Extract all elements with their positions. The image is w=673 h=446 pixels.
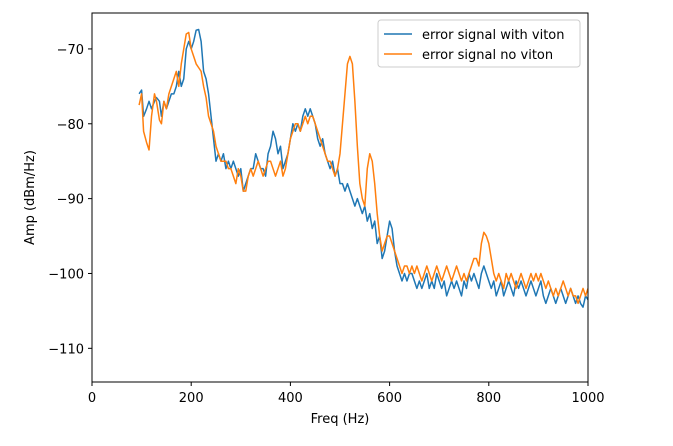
legend: error signal with viton error signal no v… [377,19,581,68]
y-tick-label: −70 [57,43,84,58]
y-tick-label: −100 [48,267,84,282]
series-line-2 [138,31,588,305]
x-tick-label: 800 [476,391,501,406]
y-tick-label: −90 [57,193,84,208]
x-tick-label: 600 [377,391,402,406]
x-tick-label: 1000 [571,391,604,406]
x-axis-ticks: 0 200 400 600 800 1000 [88,382,605,406]
plot-area [91,12,589,383]
series-line-1 [138,28,588,308]
x-tick-label: 200 [179,391,204,406]
y-tick-label: −80 [57,118,84,133]
legend-entry-2: error signal no viton [422,48,553,63]
x-tick-label: 400 [278,391,303,406]
legend-box [377,19,581,68]
y-tick-label: −110 [48,342,84,357]
x-tick-label: 0 [88,391,96,406]
x-axis-label: Freq (Hz) [311,412,370,427]
y-axis-ticks: −110 −100 −90 −80 −70 [48,43,92,357]
y-axis-label: Amp (dBm/Hz) [23,150,38,245]
series-layer [138,28,588,308]
legend-entry-1: error signal with viton [422,28,565,43]
axes-frame [91,12,589,383]
